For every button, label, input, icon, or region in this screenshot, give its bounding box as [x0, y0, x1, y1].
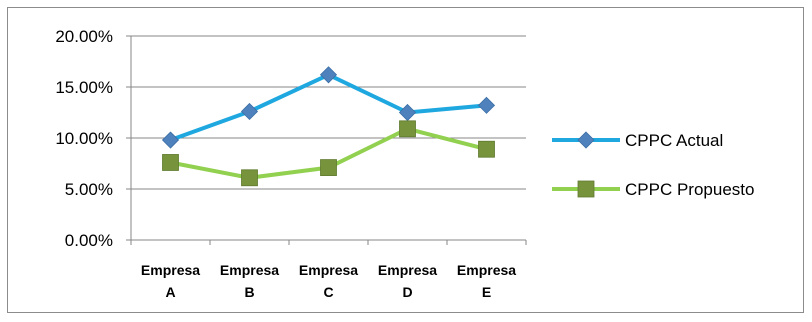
legend-marker: [577, 131, 595, 149]
x-tick-label-line: Empresa: [299, 262, 358, 278]
legend-marker: [577, 180, 595, 198]
data-point: [161, 131, 180, 149]
x-tick-label-line: Empresa: [141, 262, 200, 278]
legend-label: CPPC Propuesto: [625, 180, 754, 199]
x-tick-label-line: B: [244, 284, 254, 300]
x-tick-label: Empresa C: [299, 262, 358, 300]
x-tick-label-line: Empresa: [378, 262, 437, 278]
x-tick-label-line: E: [482, 284, 491, 300]
data-point: [162, 154, 179, 171]
x-tick-label: Empresa E: [457, 262, 516, 300]
y-tick-label: 5.00%: [65, 180, 113, 199]
data-point: [240, 102, 259, 121]
y-tick-label: 0.00%: [65, 231, 113, 250]
data-point: [399, 120, 416, 138]
x-tick-label-line: Empresa: [220, 262, 279, 278]
y-tick-label: 15.00%: [55, 78, 113, 97]
data-point: [320, 159, 337, 176]
data-point: [398, 103, 417, 122]
y-tick-label: 10.00%: [55, 129, 113, 148]
x-tick-label-line: C: [323, 284, 333, 300]
y-tick-label: 20.00%: [55, 27, 113, 46]
data-point: [478, 140, 495, 158]
x-tick-label-line: Empresa: [457, 262, 516, 278]
legend-label: CPPC Actual: [625, 131, 723, 150]
data-point: [319, 66, 338, 84]
x-tick-label-line: D: [402, 284, 412, 300]
x-tick-label-line: A: [165, 284, 175, 300]
x-tick-label: Empresa B: [220, 262, 279, 300]
x-tick-label: Empresa A: [141, 262, 200, 300]
data-point: [477, 96, 496, 114]
data-point: [241, 169, 258, 187]
x-tick-label: Empresa D: [378, 262, 437, 300]
chart-frame: [7, 7, 804, 313]
series-line: [169, 72, 487, 142]
